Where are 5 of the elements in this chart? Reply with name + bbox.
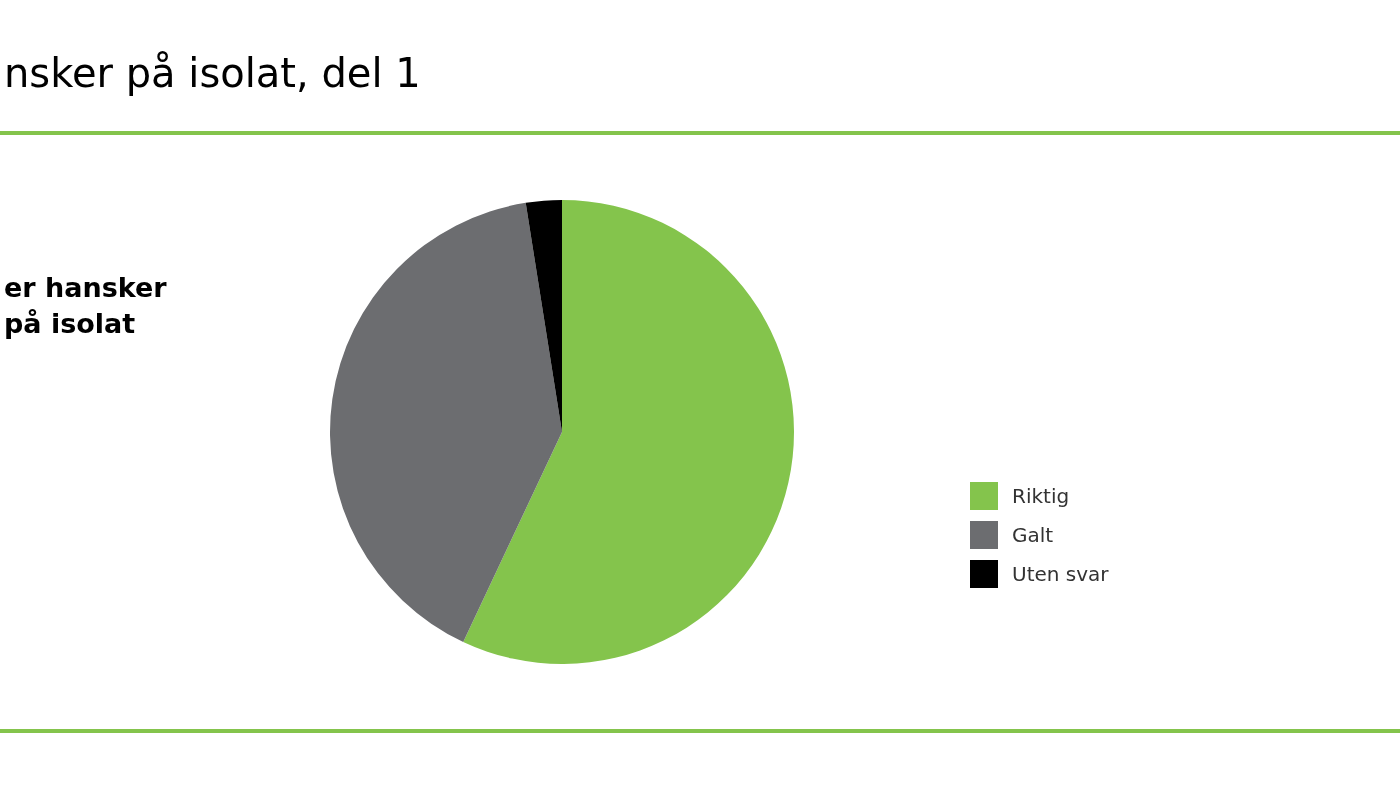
chart-title: nsker på isolat, del 1 — [4, 50, 421, 96]
legend-label: Galt — [1012, 522, 1054, 547]
text: er hansker på isolat — [4, 271, 167, 341]
legend-label: Uten svar — [1012, 561, 1109, 586]
legend-label: Riktig — [1012, 483, 1070, 508]
